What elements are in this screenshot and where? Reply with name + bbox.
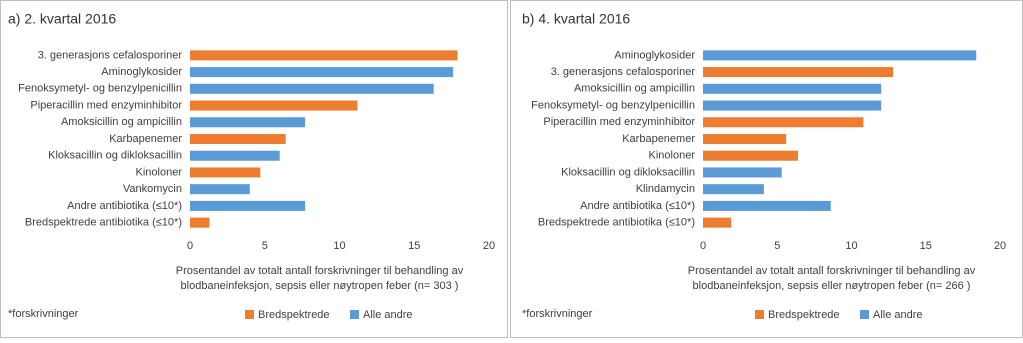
y-tick-label: Kloksacillin og dikloksacillin	[48, 150, 182, 162]
y-tick-label: Aminoglykosider	[101, 66, 182, 78]
bar	[190, 217, 210, 228]
y-tick-label: Fenoksymetyl- og benzylpenicillin	[18, 83, 182, 95]
bar	[703, 100, 882, 111]
footnote: *forskrivninger	[8, 308, 79, 320]
y-tick-label: Kloksacillin og dikloksacillin	[561, 166, 695, 178]
bar	[703, 184, 764, 195]
y-tick-label: Andre antibiotika (≤10*)	[580, 200, 695, 212]
y-tick-label: Kinoloner	[649, 150, 696, 162]
bar	[190, 200, 306, 211]
bar	[190, 67, 454, 78]
legend-swatch	[245, 310, 254, 319]
bar	[190, 50, 458, 61]
x-axis-label: Prosentandel av totalt antall forskrivni…	[176, 265, 464, 277]
y-tick-label: Amoksicillin og ampicillin	[574, 83, 695, 95]
legend-swatch	[350, 310, 359, 319]
footnote: *forskrivninger	[522, 308, 593, 320]
legend-label: Bredspektrede	[258, 309, 330, 321]
bar	[190, 117, 306, 128]
bar	[190, 83, 434, 94]
bar	[703, 150, 799, 161]
legend-swatch	[860, 310, 869, 319]
bar	[190, 184, 250, 195]
legend-label: Alle andre	[873, 309, 923, 321]
x-tick-label: 20	[994, 240, 1006, 252]
y-tick-label: Andre antibiotika (≤10*)	[67, 200, 182, 212]
bar	[703, 217, 732, 228]
bar	[703, 67, 894, 78]
x-tick-label: 10	[333, 240, 345, 252]
bar	[190, 150, 280, 161]
legend-label: Alle andre	[363, 309, 413, 321]
x-tick-label: 0	[187, 240, 193, 252]
bar	[703, 50, 977, 61]
chart-title: a) 2. kvartal 2016	[8, 11, 116, 27]
y-tick-label: Vankomycin	[123, 183, 182, 195]
bar	[703, 133, 787, 145]
y-tick-label: Fenoksymetyl- og benzylpenicillin	[531, 99, 695, 111]
x-axis-label: blodbaneinfeksjon, sepsis eller nøytrope…	[693, 280, 971, 292]
bar	[190, 100, 358, 111]
x-tick-label: 0	[700, 240, 706, 252]
y-tick-label: 3. generasjons cefalosporiner	[38, 49, 183, 61]
y-tick-label: Klindamycin	[636, 183, 695, 195]
x-tick-label: 15	[920, 240, 932, 252]
y-tick-label: Bredspektrede antibiotika (≤10*)	[538, 217, 695, 229]
bar	[190, 167, 261, 178]
bar	[703, 167, 782, 178]
y-tick-label: Karbapenemer	[622, 133, 695, 145]
y-tick-label: Aminoglykosider	[614, 49, 695, 61]
y-tick-label: Amoksicillin og ampicillin	[61, 116, 182, 128]
chart-title: b) 4. kvartal 2016	[522, 11, 630, 27]
x-tick-label: 5	[774, 240, 780, 252]
legend-label: Bredspektrede	[768, 309, 840, 321]
y-tick-label: 3. generasjons cefalosporiner	[551, 66, 696, 78]
y-tick-label: Bredspektrede antibiotika (≤10*)	[25, 217, 182, 229]
x-tick-label: 20	[483, 240, 495, 252]
x-tick-label: 15	[408, 240, 420, 252]
y-tick-label: Piperacillin med enzyminhibitor	[30, 99, 182, 111]
y-tick-label: Karbapenemer	[109, 133, 182, 145]
x-axis-label: blodbaneinfeksjon, sepsis eller nøytrope…	[181, 280, 459, 292]
y-tick-label: Kinoloner	[136, 166, 183, 178]
x-tick-label: 10	[845, 240, 857, 252]
x-axis-label: Prosentandel av totalt antall forskrivni…	[688, 265, 976, 277]
y-tick-label: Piperacillin med enzyminhibitor	[543, 116, 695, 128]
x-tick-label: 5	[262, 240, 268, 252]
bar	[703, 83, 882, 94]
bar	[703, 200, 831, 211]
legend-swatch	[755, 310, 764, 319]
bar	[703, 117, 864, 128]
bar	[190, 133, 286, 145]
